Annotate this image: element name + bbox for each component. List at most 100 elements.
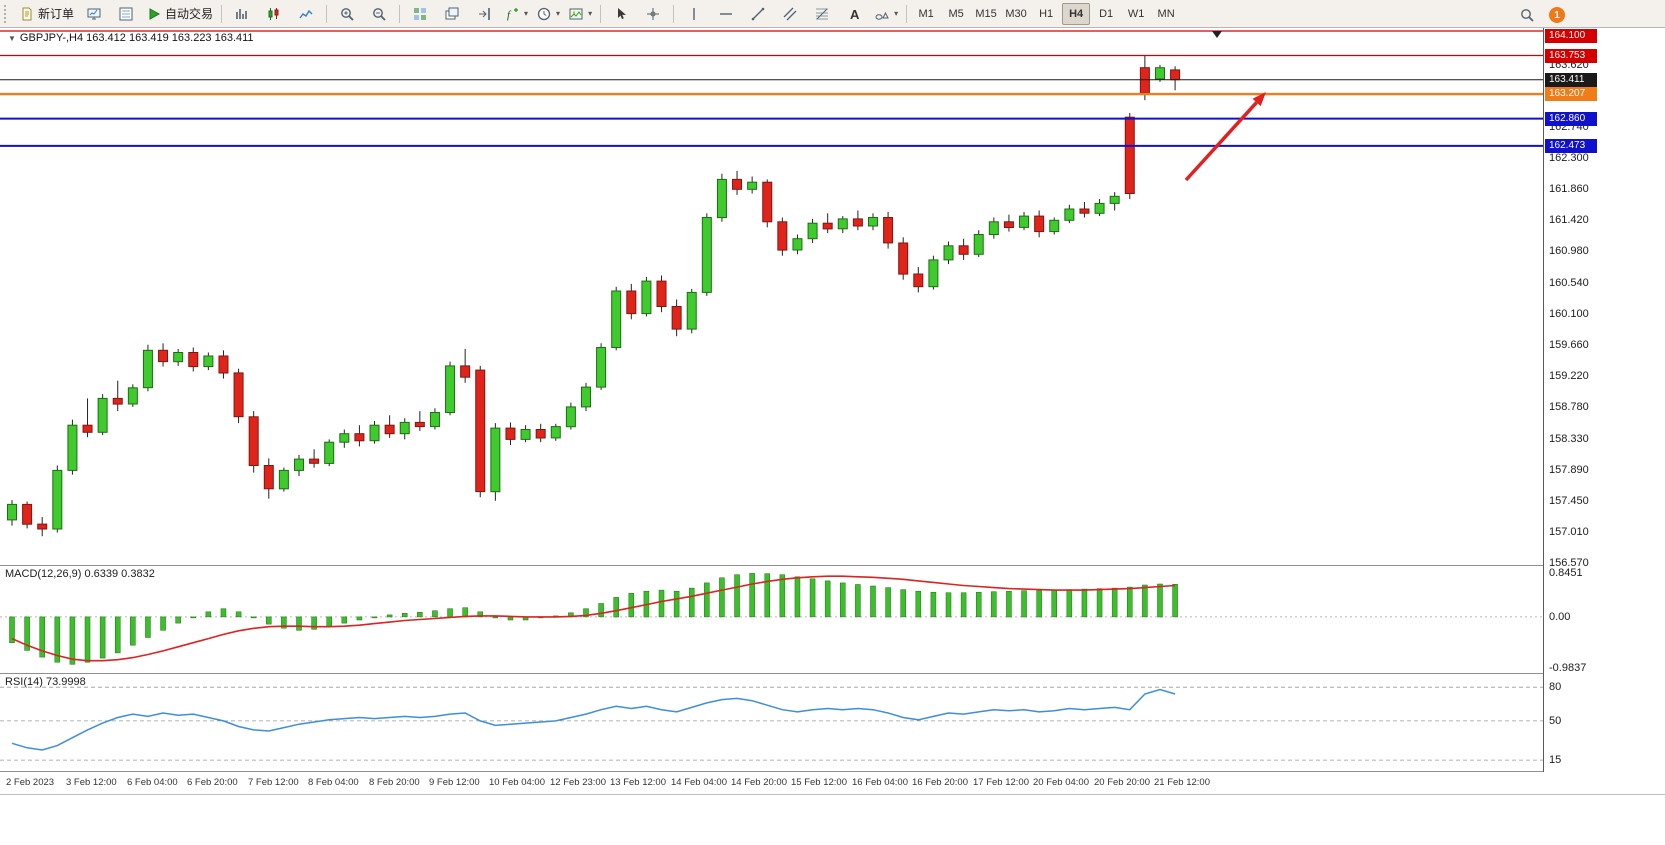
chevron-down-icon[interactable]: ▾ (894, 9, 899, 18)
fibonacci-button[interactable] (806, 2, 838, 26)
chevron-down-icon[interactable]: ▾ (556, 9, 561, 18)
periods-button[interactable]: ▾ (532, 2, 564, 26)
indicators-button[interactable]: f ▾ (500, 2, 532, 26)
price-tick-label: 157.890 (1549, 464, 1589, 476)
candlestick-chart-icon (266, 6, 282, 22)
time-axis-label: 9 Feb 12:00 (429, 777, 480, 788)
horizontal-levels (0, 30, 1543, 147)
trendline-button[interactable] (742, 2, 774, 26)
chevron-down-icon[interactable]: ▾ (588, 9, 593, 18)
time-axis-label: 8 Feb 04:00 (308, 777, 359, 788)
new-order-button[interactable]: 新订单 (15, 2, 78, 26)
macd-signal-line (11, 575, 1176, 662)
timeframe-h1-button[interactable]: H1 (1039, 7, 1054, 20)
crosshair-icon (645, 6, 661, 22)
auto-trading-button[interactable]: 自动交易 (142, 2, 217, 26)
timeframe-m30-button[interactable]: M30 (1005, 7, 1027, 20)
vertical-line-button[interactable] (678, 2, 710, 26)
symbol-ohlc-text: GBPJPY-,H4 163.412 163.419 163.223 163.4… (19, 32, 254, 44)
pane-separator[interactable] (0, 565, 1665, 566)
new-order-icon (19, 6, 35, 22)
price-tick-label: 161.420 (1549, 214, 1589, 226)
timeframe-m15-button[interactable]: M15 (975, 7, 997, 20)
zoom-out-icon (371, 6, 387, 22)
periods-icon (536, 6, 552, 22)
channel-button[interactable] (774, 2, 806, 26)
price-level-badge[interactable]: 163.207 (1545, 87, 1597, 101)
bar-chart-button[interactable] (226, 2, 258, 26)
search-button[interactable] (1511, 3, 1543, 27)
crosshair-button[interactable] (637, 2, 669, 26)
vertical-line-icon (686, 6, 702, 22)
data-window-button[interactable] (110, 2, 142, 26)
cursor-icon (613, 6, 629, 22)
cursor-button[interactable] (605, 2, 637, 26)
auto-trading-button-label: 自动交易 (165, 7, 214, 21)
rsi-pane[interactable]: RSI(14) 73.9998 (0, 674, 1543, 771)
rsi-scale-label: 80 (1549, 681, 1562, 693)
price-axis[interactable]: 163.620 162.740 162.300 161.860 161.420 160.9… (1543, 28, 1665, 772)
price-level-badge[interactable]: 162.860 (1545, 112, 1597, 126)
macd-pane[interactable]: MACD(12,26,9) 0.6339 0.3832 (0, 566, 1543, 673)
timeframe-m1-button[interactable]: M1 (918, 7, 934, 20)
price-tick-label: 157.450 (1549, 495, 1589, 507)
price-level-badge[interactable]: 164.100 (1545, 29, 1597, 43)
timeframe-h4-button[interactable]: H4 (1062, 2, 1091, 25)
text-tool-button[interactable]: A (838, 2, 870, 26)
time-axis-label: 8 Feb 20:00 (369, 777, 420, 788)
toolbar-separator (906, 4, 908, 23)
price-tick-label: 157.010 (1549, 526, 1589, 538)
toolbar-separator (221, 4, 223, 23)
cascade-windows-button[interactable] (436, 2, 468, 26)
zoom-out-button[interactable] (363, 2, 395, 26)
candlestick-chart[interactable] (0, 28, 1543, 565)
auto-trading-icon (146, 6, 162, 22)
price-tick-label: 158.330 (1549, 433, 1589, 445)
price-level-badge[interactable]: 163.411 (1545, 73, 1597, 87)
timeframe-d1-button[interactable]: D1 (1099, 7, 1114, 20)
bottom-border (0, 794, 1665, 795)
templates-button[interactable]: ▾ (564, 2, 596, 26)
fibonacci-icon (814, 6, 830, 22)
tile-windows-button[interactable] (404, 2, 436, 26)
toolbar-grip[interactable] (4, 4, 11, 23)
price-tick-label: 156.570 (1549, 557, 1589, 569)
time-axis-label: 14 Feb 04:00 (671, 777, 727, 788)
candlestick-chart-button[interactable] (258, 2, 290, 26)
time-axis-label: 7 Feb 12:00 (248, 777, 299, 788)
price-tick-label: 159.660 (1549, 339, 1589, 351)
svg-text:A: A (850, 7, 860, 22)
time-axis-label: 12 Feb 23:00 (550, 777, 606, 788)
channel-icon (782, 6, 798, 22)
price-tick-label: 160.980 (1549, 245, 1589, 257)
market-watch-button[interactable] (78, 2, 110, 26)
line-chart-icon (298, 6, 314, 22)
price-chart-pane[interactable]: ▼ GBPJPY-,H4 163.412 163.419 163.223 163… (0, 28, 1543, 565)
chevron-down-icon[interactable]: ▾ (524, 9, 529, 18)
price-level-badge[interactable]: 162.473 (1545, 139, 1597, 153)
timeframe-w1-button[interactable]: W1 (1127, 7, 1145, 20)
pane-separator[interactable] (0, 673, 1665, 674)
arrows-tool-button[interactable]: ▾ (870, 2, 902, 26)
rsi-chart (0, 686, 1543, 761)
zoom-in-button[interactable] (331, 2, 363, 26)
price-tick-label: 161.860 (1549, 183, 1589, 195)
time-axis-label: 6 Feb 04:00 (127, 777, 178, 788)
timeframe-mn-button[interactable]: MN (1157, 7, 1175, 20)
time-axis[interactable]: 2 Feb 2023 3 Feb 12:00 6 Feb 04:00 6 Feb 20… (0, 772, 1665, 794)
timeframe-m5-button[interactable]: M5 (948, 7, 964, 20)
chart-shift-button[interactable] (468, 2, 500, 26)
trend-arrow-annotation (1184, 92, 1266, 182)
pane-separator (0, 771, 1665, 772)
horizontal-line-button[interactable] (710, 2, 742, 26)
time-axis-label: 13 Feb 12:00 (610, 777, 666, 788)
toolbar-separator (326, 4, 328, 23)
rsi-scale-label: 50 (1549, 715, 1562, 727)
macd-scale-label: -0.9837 (1549, 662, 1587, 674)
time-axis-label: 15 Feb 12:00 (791, 777, 847, 788)
notification-badge[interactable]: 1 (1549, 7, 1565, 23)
line-chart-button[interactable] (290, 2, 322, 26)
price-level-badge[interactable]: 163.753 (1545, 49, 1597, 63)
time-axis-label: 21 Feb 12:00 (1154, 777, 1210, 788)
